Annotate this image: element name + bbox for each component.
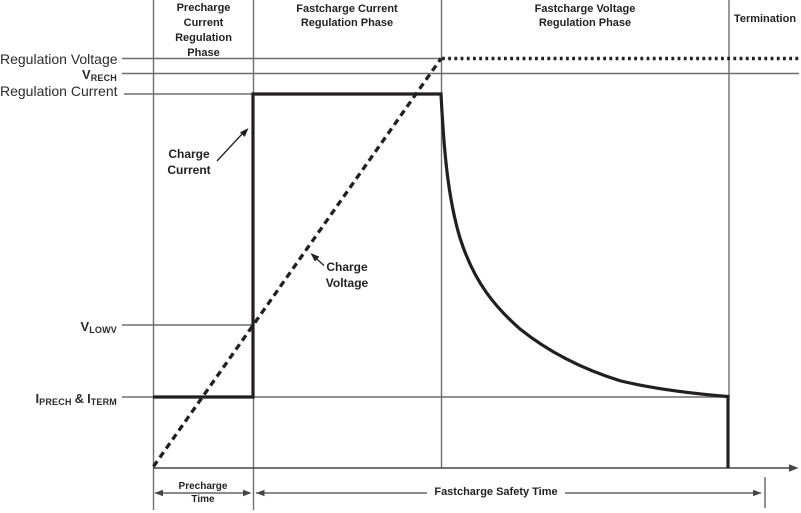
annotation-charge-voltage: Charge Voltage [325, 260, 369, 290]
precharge-time-right-arrowhead [243, 489, 252, 497]
fastcharge-safety-time-text: Fastcharge Safety Time [427, 485, 565, 500]
label-i-prech-i-term: IPRECH & ITERM [0, 388, 117, 412]
i-term-subscript: TERM [90, 396, 117, 407]
v-lowv-subscript: LOWV [89, 325, 117, 335]
charge-current-waveform [153, 92, 730, 468]
safety-time-left-arrowhead [256, 489, 265, 497]
label-v-rech: VRECH [0, 64, 117, 88]
phase-header-precharge: Precharge Current Regulation Phase [175, 2, 232, 59]
charge-current-arrow-line [216, 132, 244, 162]
phase-header-fastcharge-current: Fastcharge Current Regulation Phase [296, 3, 398, 29]
v-rech-symbol: V [82, 67, 91, 82]
i-prech-symbol: I [35, 390, 40, 406]
annotation-charge-current: Charge Current [167, 147, 211, 177]
label-regulation-current: Regulation Current [0, 83, 118, 99]
v-rech-subscript: RECH [90, 73, 117, 83]
charge-current-arrowhead [239, 128, 249, 137]
phase-header-fastcharge-voltage: Fastcharge Voltage Regulation Phase [534, 3, 636, 29]
label-v-lowv: VLOWV [0, 316, 117, 340]
i-prech-subscript: PRECH [39, 396, 72, 407]
safety-time-right-arrowhead [753, 489, 762, 497]
v-lowv-symbol: V [80, 319, 90, 334]
phase-header-termination: Termination [733, 13, 797, 25]
precharge-time-left-arrowhead [154, 489, 163, 497]
i-term-symbol: I [87, 390, 91, 406]
time-axis-arrowhead [789, 464, 799, 472]
charge-voltage-arrowhead [310, 253, 320, 262]
charge-voltage-ramp-dashed [152, 57, 443, 468]
ampersand: & [74, 390, 85, 406]
label-regulation-voltage: Regulation Voltage [0, 50, 118, 67]
label-fastcharge-safety-time: Fastcharge Safety Time [396, 485, 596, 500]
label-precharge-time: Precharge Time [178, 481, 228, 505]
